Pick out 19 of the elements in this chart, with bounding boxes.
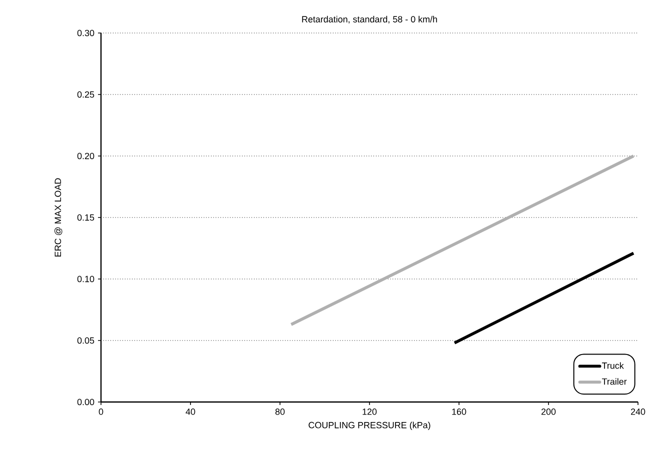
x-tick-label: 120 — [362, 408, 377, 415]
legend-label: Truck — [602, 362, 624, 369]
x-axis-title: COUPLING PRESSURE (kPa) — [308, 422, 430, 430]
y-tick-label: 0.30 — [77, 30, 94, 36]
x-tick-label: 240 — [630, 408, 646, 415]
y-axis-title: ERC @ MAX LOAD — [54, 178, 62, 256]
x-tick-label: 40 — [186, 408, 196, 415]
y-tick-label: 0.00 — [77, 398, 94, 406]
x-tick-label: 0 — [98, 408, 104, 415]
y-tick-label: 0.15 — [77, 214, 94, 221]
y-tick-label: 0.10 — [77, 276, 94, 282]
chart-title: Retardation, standard, 58 - 0 km/h — [302, 16, 437, 24]
x-tick-label: 160 — [452, 408, 466, 415]
x-tick-label: 80 — [275, 408, 285, 415]
y-tick-label: 0.05 — [77, 337, 94, 344]
x-tick-label: 200 — [541, 408, 556, 415]
y-tick-label: 0.25 — [77, 91, 94, 98]
y-tick-label: 0.20 — [77, 152, 94, 160]
legend-label: Trailer — [602, 378, 627, 385]
